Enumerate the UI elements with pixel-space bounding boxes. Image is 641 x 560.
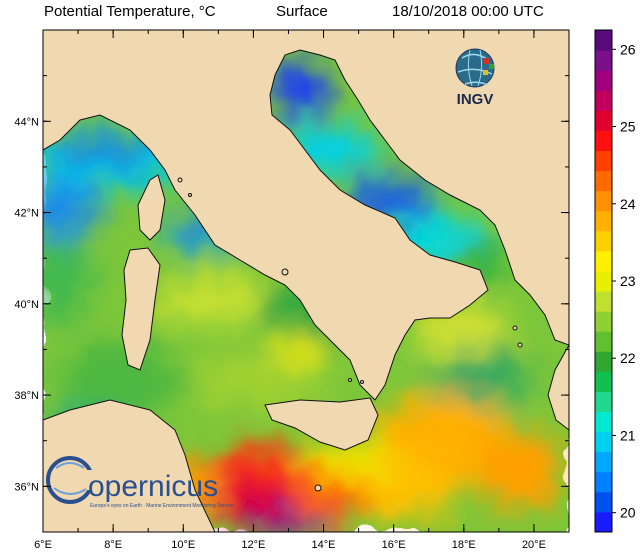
- lon-tick-label: 18°E: [452, 539, 476, 551]
- colorbar-segment: [595, 50, 612, 71]
- colorbar-label: 24: [620, 196, 636, 212]
- colorbar-segment: [595, 371, 612, 392]
- colorbar-segment: [595, 130, 612, 151]
- colorbar-segment: [595, 391, 612, 413]
- colorbar-segment: [595, 190, 612, 212]
- colorbar-labels: 20 21 22 23 24 25 26: [612, 41, 636, 521]
- colorbar-segment: [595, 150, 612, 172]
- colorbar-segment: [595, 230, 612, 252]
- corsica-island: [137, 174, 166, 241]
- colorbar-segment: [595, 331, 612, 352]
- colorbar-segment: [595, 70, 612, 91]
- lat-tick-label: 40°N: [14, 299, 39, 311]
- colorbar-segment: [595, 210, 612, 232]
- datetime-label: 18/10/2018 00:00 UTC: [392, 3, 544, 20]
- lon-tick-label: 16°E: [382, 539, 406, 551]
- lon-tick-label: 12°E: [241, 539, 265, 551]
- malta-island: [314, 484, 322, 492]
- lon-tick-label: 20°E: [522, 539, 546, 551]
- copernicus-logo: opernicus Europe's eyes on Earth · Marin…: [46, 456, 234, 509]
- lon-tick-label: 10°E: [171, 539, 195, 551]
- colorbar-segment: [595, 30, 612, 51]
- colorbar-label: 22: [620, 350, 636, 366]
- colorbar-segment: [595, 431, 612, 453]
- lat-tick-label: 42°N: [14, 208, 39, 220]
- colorbar-label: 26: [620, 41, 636, 57]
- colorbar-segment: [595, 311, 612, 332]
- colorbar-segment: [595, 471, 612, 493]
- colorbar-segment: [595, 511, 612, 533]
- copernicus-tagline: Europe's eyes on Earth · Marine Environm…: [90, 503, 234, 509]
- colorbar-segment: [595, 411, 612, 433]
- colorbar-label: 20: [620, 505, 636, 521]
- colorbar-segment: [595, 451, 612, 473]
- colorbar-segment: [595, 90, 612, 111]
- colorbar-label: 21: [620, 427, 636, 443]
- copernicus-logo-text: opernicus: [88, 470, 218, 503]
- colorbar-segment: [595, 270, 612, 292]
- north-africa-coast: [43, 399, 216, 532]
- colorbar-segment: [595, 250, 612, 272]
- colorbar: [595, 30, 612, 533]
- ingv-logo: INGV: [455, 48, 495, 108]
- lon-tick-label: 6°E: [34, 539, 52, 551]
- colorbar-segment: [595, 491, 612, 513]
- colorbar-segment: [595, 351, 612, 372]
- map-frame: [42, 29, 570, 533]
- axis-labels: 6°E 8°E 10°E 12°E 14°E 16°E 18°E 20°E 36°N 38°N 40…: [14, 116, 546, 551]
- lat-tick-label: 38°N: [14, 390, 39, 402]
- plot-area: INGV opernicus Europe's eyes on Earth · …: [43, 30, 569, 532]
- depth-level-label: Surface: [276, 3, 328, 20]
- italy-balkans-landmass: [43, 30, 569, 401]
- colorbar-label: 23: [620, 273, 636, 289]
- colorbar-segment: [595, 291, 612, 312]
- map-title: Potential Temperature, °C: [44, 3, 216, 20]
- colorbar-segment: [595, 110, 612, 131]
- land-masses: [43, 30, 569, 532]
- lon-tick-label: 8°E: [104, 539, 122, 551]
- ingv-logo-text: INGV: [457, 91, 494, 108]
- lon-tick-label: 14°E: [312, 539, 336, 551]
- colorbar-label: 25: [620, 119, 636, 135]
- lat-tick-label: 36°N: [14, 481, 39, 493]
- lat-tick-label: 44°N: [14, 116, 39, 128]
- colorbar-segment: [595, 170, 612, 192]
- greece-coast: [547, 343, 569, 431]
- sicily-island: [264, 397, 379, 451]
- axis-ticks: [42, 29, 570, 533]
- sardinia-island: [121, 247, 161, 371]
